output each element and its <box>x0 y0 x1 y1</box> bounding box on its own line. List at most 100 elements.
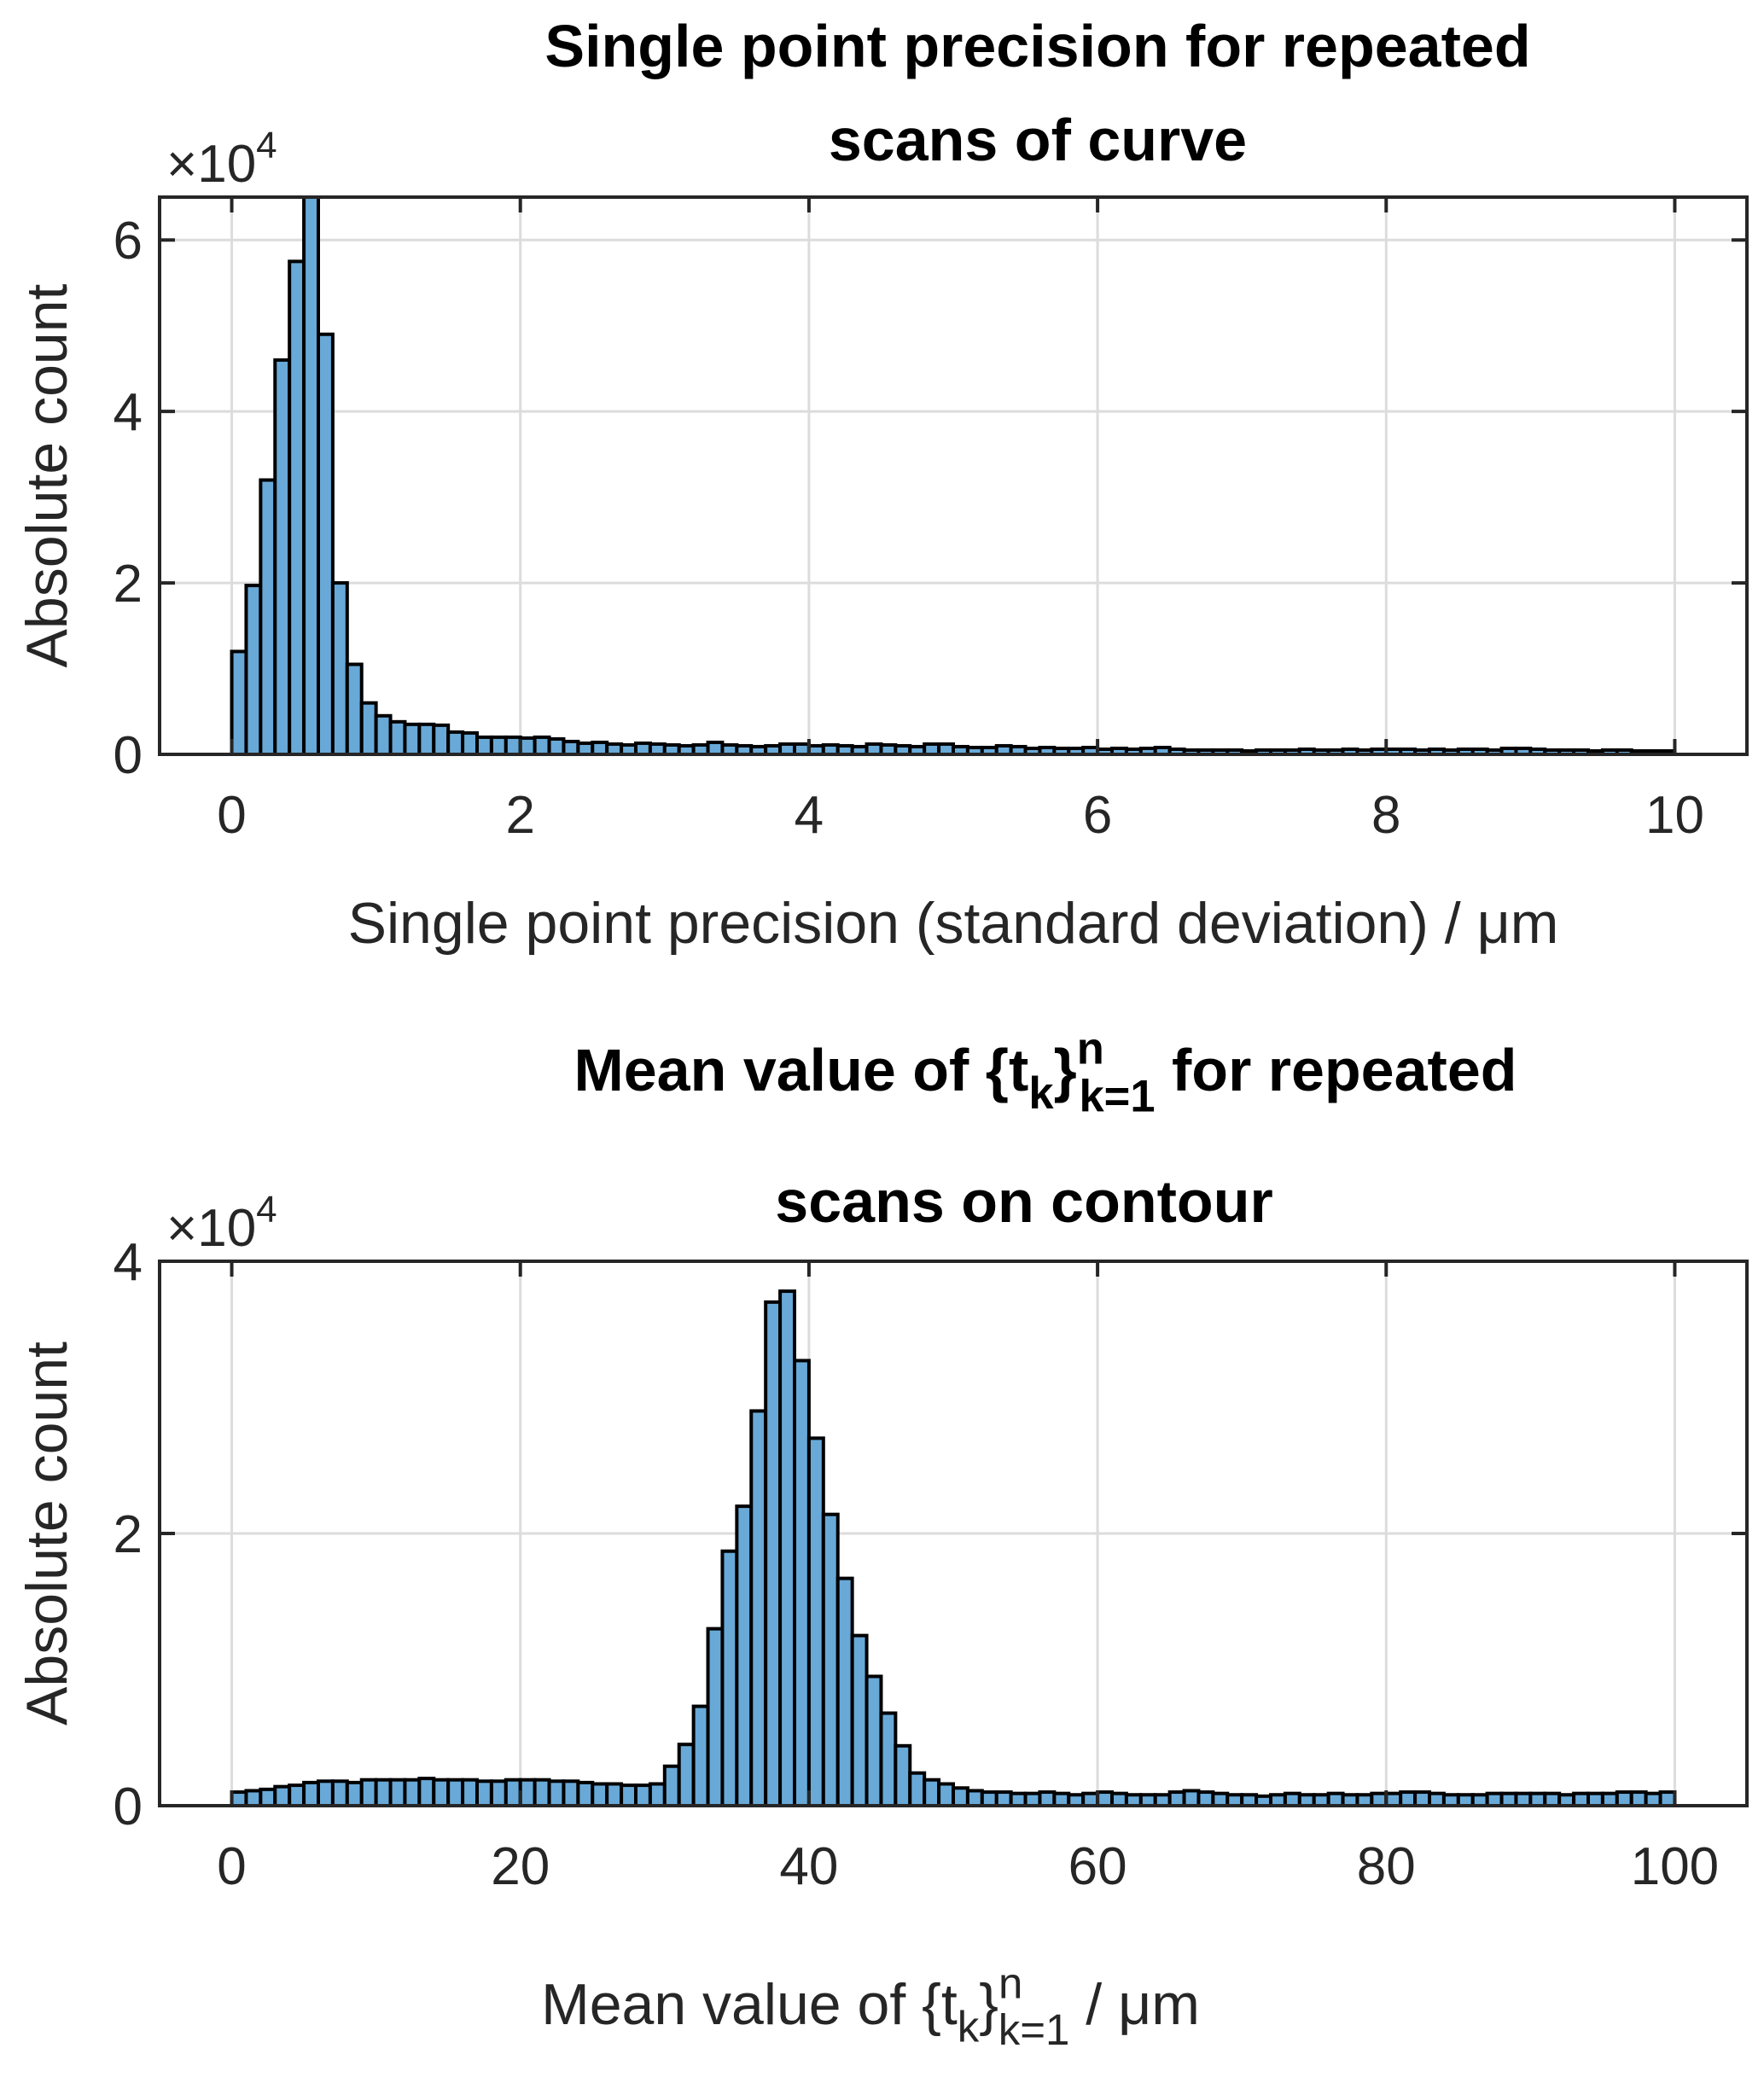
y-tick-label: 2 <box>114 555 143 614</box>
histogram-bar <box>273 1784 292 1807</box>
histogram-bar <box>706 740 725 756</box>
histogram-bar <box>1399 1790 1418 1808</box>
histogram-bar <box>778 1289 796 1807</box>
histogram-bar <box>518 736 537 756</box>
histogram-bar <box>806 1436 825 1807</box>
histogram-bar <box>994 1790 1013 1808</box>
histogram-bar <box>403 1778 422 1808</box>
chart-title-line1: Single point precision for repeated <box>544 13 1530 79</box>
histogram-bar <box>1528 1791 1547 1808</box>
y-axis-label: Absolute count <box>15 1341 79 1725</box>
histogram-bar <box>533 1778 551 1808</box>
histogram-bar <box>359 701 378 757</box>
histogram-bar <box>288 259 306 757</box>
histogram-bar <box>662 1764 681 1808</box>
histogram-bar <box>1081 1791 1100 1808</box>
histogram-bar <box>1211 1791 1230 1808</box>
histogram-bar <box>793 1359 811 1808</box>
histogram-bar <box>764 1300 783 1807</box>
histogram-bar <box>461 730 479 757</box>
histogram-bar <box>1326 1791 1345 1808</box>
axes-box <box>158 195 1749 756</box>
histogram-bar <box>1644 1791 1662 1808</box>
x-tick-label: 8 <box>1371 786 1400 845</box>
histogram-bar <box>230 649 248 757</box>
histogram-bar <box>1096 1790 1115 1808</box>
histogram-bar <box>345 1780 364 1808</box>
histogram-bar <box>259 1787 277 1808</box>
histogram-bar <box>504 735 522 757</box>
histogram-bar <box>894 1743 912 1807</box>
histogram-bar <box>562 739 580 757</box>
histogram-bar <box>388 1778 407 1808</box>
histogram-bar <box>417 722 436 756</box>
histogram-bar <box>605 1782 624 1807</box>
y-tick-label: 4 <box>114 1233 143 1292</box>
histogram-bar <box>461 1778 479 1808</box>
histogram-bar <box>1196 1790 1215 1808</box>
x-tick-label: 40 <box>779 1837 838 1896</box>
histogram-bar <box>302 1780 321 1808</box>
chart-title-line2: scans of curve <box>829 107 1247 173</box>
histogram-bar <box>259 478 277 756</box>
histogram-bar <box>1658 1790 1677 1808</box>
x-tick-label: 0 <box>217 786 246 845</box>
histogram-bar <box>374 1778 393 1808</box>
x-tick-label: 20 <box>491 1837 550 1896</box>
histogram-bar <box>576 1780 595 1808</box>
histogram-bar <box>937 1782 956 1807</box>
x-axis-label: Mean value of {tk}n k=1 / μm <box>541 1958 1200 2053</box>
histogram-bar <box>591 1782 609 1807</box>
histogram-bar <box>706 1626 725 1808</box>
x-tick-label: 2 <box>505 786 534 845</box>
histogram-bar <box>475 1779 493 1808</box>
histogram-bar <box>1370 1791 1388 1808</box>
histogram-bar <box>1572 1791 1591 1808</box>
y-tick-label: 4 <box>114 383 143 442</box>
histogram-bar <box>317 332 335 756</box>
y-tick-label: 0 <box>114 726 143 785</box>
x-tick-label: 100 <box>1631 1837 1719 1896</box>
x-tick-label: 60 <box>1068 1837 1127 1896</box>
histogram-bar <box>562 1779 580 1808</box>
histogram-bar <box>317 1779 335 1808</box>
histogram-bar <box>1110 1791 1128 1808</box>
histogram-bar <box>1009 1791 1028 1808</box>
subscript-k1: k=1 <box>998 2005 1070 2054</box>
superscript-n: n <box>998 1958 1022 2007</box>
histogram-bar <box>648 1782 667 1807</box>
histogram-bar <box>1283 1791 1301 1808</box>
histogram-bar <box>547 736 566 757</box>
histogram-bar <box>374 713 393 756</box>
x-tick-label: 0 <box>217 1837 246 1896</box>
y-exponent: 4 <box>256 1189 277 1231</box>
histogram-bar <box>1182 1789 1201 1808</box>
histogram-bar <box>446 730 465 757</box>
histogram-bar <box>720 1549 739 1807</box>
histogram-bar <box>835 1576 854 1807</box>
subscript-k: k <box>958 2002 980 2051</box>
histogram-bar <box>980 1790 998 1808</box>
histogram-bar <box>330 1779 349 1808</box>
histogram-bar <box>547 1779 566 1808</box>
y-tick-label: 0 <box>114 1778 143 1836</box>
histogram-bar <box>691 1704 710 1807</box>
histogram-bar <box>518 1778 537 1808</box>
y-axis-label: Absolute count <box>15 283 79 667</box>
histogram-bar <box>620 1784 637 1807</box>
math-text: / μm <box>1069 1972 1200 2037</box>
histogram-bar <box>417 1777 436 1808</box>
histogram-bar <box>432 1778 451 1808</box>
math-text: Mean value of {t <box>541 1972 958 2037</box>
y-tick-label: 2 <box>114 1505 143 1564</box>
histogram-bar <box>302 195 321 756</box>
x-tick-label: 10 <box>1645 786 1704 845</box>
histogram-bar <box>359 1778 378 1808</box>
histogram-bar <box>489 1779 508 1808</box>
chart-title-line1: Mean value of {tk}n k=1 for repeated <box>573 1024 1517 1122</box>
histogram-bar <box>345 662 364 756</box>
histogram-bar <box>965 1789 984 1808</box>
chart-title-line2: scans on contour <box>775 1168 1272 1235</box>
histogram-bar <box>1586 1791 1604 1808</box>
